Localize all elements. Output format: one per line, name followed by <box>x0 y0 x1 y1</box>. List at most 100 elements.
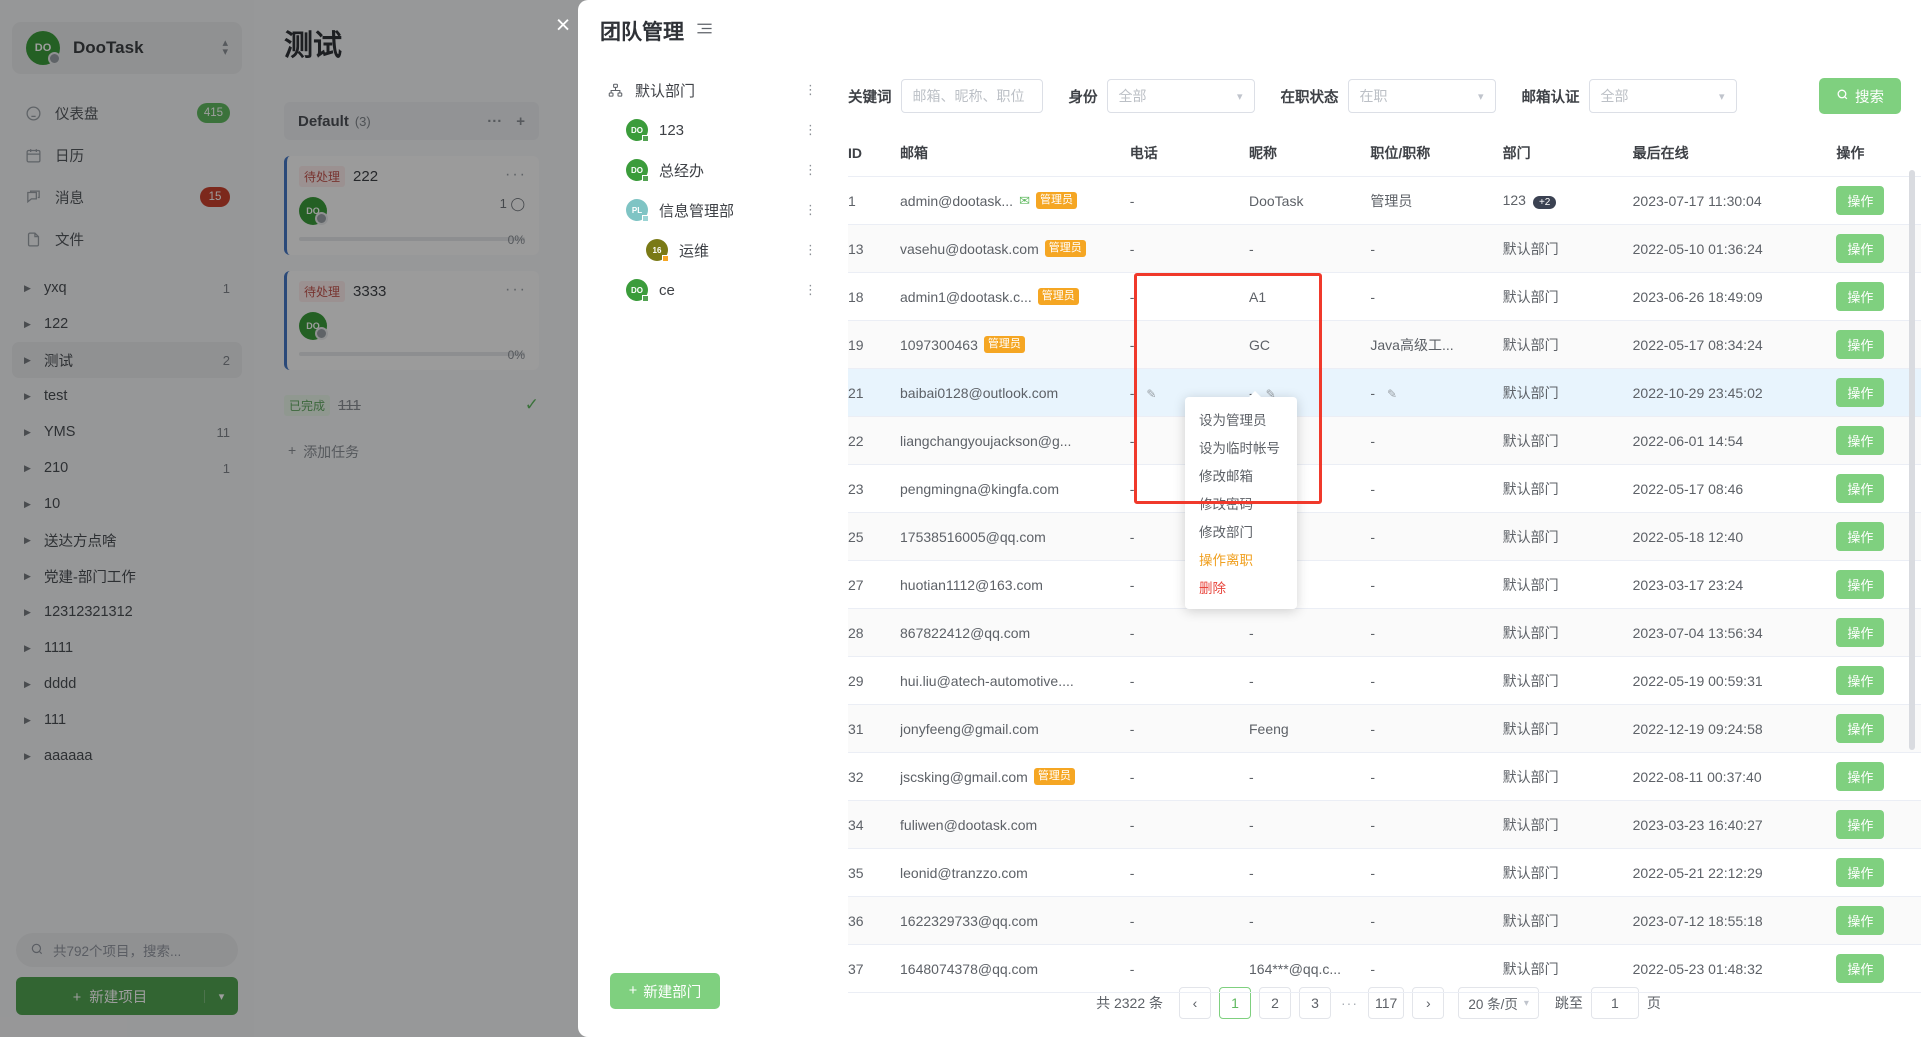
department-item[interactable]: DO ce ⋮ <box>620 270 822 310</box>
action-menu-item[interactable]: 设为管理员 <box>1199 413 1267 428</box>
row-action-button[interactable]: 操作 <box>1836 282 1885 311</box>
table-row[interactable]: 35 leonid@tranzzo.com - - - 默认部门 2022-05-21 22… <box>848 848 1921 897</box>
table-row[interactable]: 28 867822412@qq.com - - - 默认部门 2023-07-04 13:5… <box>848 608 1921 657</box>
project-item[interactable]: ▶ dddd <box>12 666 242 702</box>
kebab-menu-icon[interactable]: ⋮ <box>804 242 817 257</box>
kebab-menu-icon[interactable]: ⋮ <box>804 162 817 177</box>
kebab-menu-icon[interactable]: ⋮ <box>804 202 817 217</box>
project-item[interactable]: ▶ 12312321312 <box>12 594 242 630</box>
project-search-box[interactable]: 共792个项目，搜索... <box>16 933 238 967</box>
kebab-menu-icon[interactable]: ⋮ <box>804 122 817 137</box>
project-item[interactable]: ▶ 210 1 <box>12 450 242 486</box>
row-action-button[interactable]: 操作 <box>1836 570 1885 599</box>
edit-icon[interactable]: ✎ <box>1146 386 1157 401</box>
project-item[interactable]: ▶ YMS 11 <box>12 414 242 450</box>
task-card[interactable]: 待处理 3333 ··· DO 0% <box>284 271 539 370</box>
cell-department: 默认部门 <box>1502 944 1633 993</box>
status-select[interactable]: 在职 ▾ <box>1347 79 1496 113</box>
sidebar-item-files[interactable]: 文件 <box>12 218 242 260</box>
mailverify-select[interactable]: 全部 ▾ <box>1588 79 1737 113</box>
department-root[interactable]: 默认部门 ⋮ <box>600 70 822 110</box>
new-department-button[interactable]: + 新建部门 <box>610 973 720 1009</box>
project-item[interactable]: ▶ 122 <box>12 306 242 342</box>
task-card-done[interactable]: 已完成 111 ✓ <box>284 388 539 422</box>
row-action-button[interactable]: 操作 <box>1836 378 1885 407</box>
department-item[interactable]: DO 123 ⋮ <box>620 110 822 150</box>
table-row[interactable]: 13 vasehu@dootask.com 管理员 - - - 默认部门 2022-05-10… <box>848 224 1921 273</box>
project-item[interactable]: ▶ 10 <box>12 486 242 522</box>
department-item[interactable]: 16 运维 ⋮ <box>640 230 822 270</box>
identity-select[interactable]: 全部 ▾ <box>1106 79 1255 113</box>
add-task-button[interactable]: + 添加任务 <box>288 442 360 460</box>
row-action-button[interactable]: 操作 <box>1836 714 1885 743</box>
chevron-down-icon[interactable]: ▾ <box>204 989 238 1003</box>
task-more-icon[interactable]: ··· <box>505 166 527 183</box>
table-row[interactable]: 18 admin1@dootask.c... 管理员 - A1- 默认部门 2023-06-… <box>848 272 1921 321</box>
close-icon[interactable]: × <box>555 10 571 39</box>
workspace-switcher[interactable]: DO DooTask ▴ ▾ <box>12 22 242 74</box>
project-item[interactable]: ▶ 111 <box>12 702 242 738</box>
table-row[interactable]: 34 fuliwen@dootask.com - - - 默认部门 2023-03-23 1… <box>848 800 1921 849</box>
keyword-input[interactable] <box>900 79 1043 113</box>
department-item[interactable]: PL 信息管理部 ⋮ <box>620 190 822 230</box>
row-action-button[interactable]: 操作 <box>1836 666 1885 695</box>
new-project-button[interactable]: + 新建项目 ▾ <box>16 977 238 1015</box>
table-row[interactable]: 29 hui.liu@atech-automotive.... - - - 默认部门 202… <box>848 656 1921 705</box>
table-row[interactable]: 23pengmingna@kingfa.com---默认部门2022-05-17… <box>848 464 1921 513</box>
row-action-button[interactable]: 操作 <box>1836 426 1885 455</box>
task-more-icon[interactable]: ··· <box>505 281 527 298</box>
row-action-button[interactable]: 操作 <box>1836 474 1885 503</box>
action-menu-item[interactable]: 修改邮箱 <box>1199 469 1253 484</box>
list-icon[interactable] <box>696 21 713 41</box>
project-item[interactable]: ▶ 送达方点啥 <box>12 522 242 558</box>
member-content: 关键词 身份 全部 ▾ 在职状态 在职 ▾ <box>836 62 1921 1037</box>
row-action-button[interactable]: 操作 <box>1836 330 1885 359</box>
column-more-icon[interactable]: ··· <box>487 112 503 130</box>
row-action-button[interactable]: 操作 <box>1836 618 1885 647</box>
table-row[interactable]: 31 jonyfeeng@gmail.com - Feeng - 默认部门 2022-12-… <box>848 704 1921 753</box>
project-item[interactable]: ▶ 党建-部门工作 <box>12 558 242 594</box>
row-action-button[interactable]: 操作 <box>1836 522 1885 551</box>
action-menu-item[interactable]: 删除 <box>1199 581 1226 596</box>
action-menu-item[interactable]: 修改部门 <box>1199 525 1253 540</box>
table-row[interactable]: 36 1622329733@qq.com - - - 默认部门 2023-07-12 18:… <box>848 896 1921 945</box>
action-menu-item[interactable]: 修改密码 <box>1199 497 1253 512</box>
project-item[interactable]: ▶ aaaaaa <box>12 738 242 774</box>
row-action-button[interactable]: 操作 <box>1836 810 1885 839</box>
kebab-menu-icon[interactable]: ⋮ <box>804 82 817 97</box>
search-button[interactable]: 搜索 <box>1819 78 1901 114</box>
row-action-button[interactable]: 操作 <box>1836 234 1885 263</box>
table-scrollbar[interactable] <box>1909 170 1915 750</box>
action-menu-item[interactable]: 操作离职 <box>1199 553 1253 568</box>
table-row[interactable]: 1 admin@dootask... ✉ 管理员 - DooTask 管理员 123 +2 202… <box>848 176 1921 225</box>
project-item[interactable]: ▶ yxq 1 <box>12 270 242 306</box>
sidebar-item-calendar[interactable]: 日历 <box>12 134 242 176</box>
table-row[interactable]: 32 jscsking@gmail.com 管理员 - - - 默认部门 2022-08-11… <box>848 752 1921 801</box>
project-item[interactable]: ▶ test <box>12 378 242 414</box>
project-count: 2 <box>222 352 230 368</box>
department-item[interactable]: DO 总经办 ⋮ <box>620 150 822 190</box>
column-add-icon[interactable]: + <box>516 112 525 130</box>
edit-icon[interactable]: ✎ <box>1386 386 1397 401</box>
sidebar-item-dashboard[interactable]: 仪表盘 415 <box>12 92 242 134</box>
project-item-active[interactable]: ▶ 测试 2 <box>12 342 242 378</box>
kebab-menu-icon[interactable]: ⋮ <box>804 282 817 297</box>
table-row[interactable]: 37 1648074378@qq.com -164***@qq.c... - 默认部门 2… <box>848 944 1921 993</box>
task-title: 222 <box>353 168 379 185</box>
table-row[interactable]: 22liangchangyoujackson@g...---默认部门2022-0… <box>848 416 1921 465</box>
table-row[interactable]: 19 1097300463 管理员 - GC Java高级工... 默认部门 2022-05-… <box>848 320 1921 369</box>
cell-department: 默认部门 <box>1502 560 1633 609</box>
project-item[interactable]: ▶ 1111 <box>12 630 242 666</box>
row-action-button[interactable]: 操作 <box>1836 858 1885 887</box>
task-card[interactable]: 待处理 222 ··· DO 1 ◯ 0% <box>284 156 539 255</box>
action-menu-item[interactable]: 设为临时帐号 <box>1199 441 1280 456</box>
plus-icon: + <box>628 983 638 999</box>
row-action-button[interactable]: 操作 <box>1836 762 1885 791</box>
row-action-button[interactable]: 操作 <box>1836 954 1885 983</box>
row-action-button[interactable]: 操作 <box>1836 906 1885 935</box>
sidebar-item-messages[interactable]: 消息 15 <box>12 176 242 218</box>
row-action-button[interactable]: 操作 <box>1836 186 1885 215</box>
